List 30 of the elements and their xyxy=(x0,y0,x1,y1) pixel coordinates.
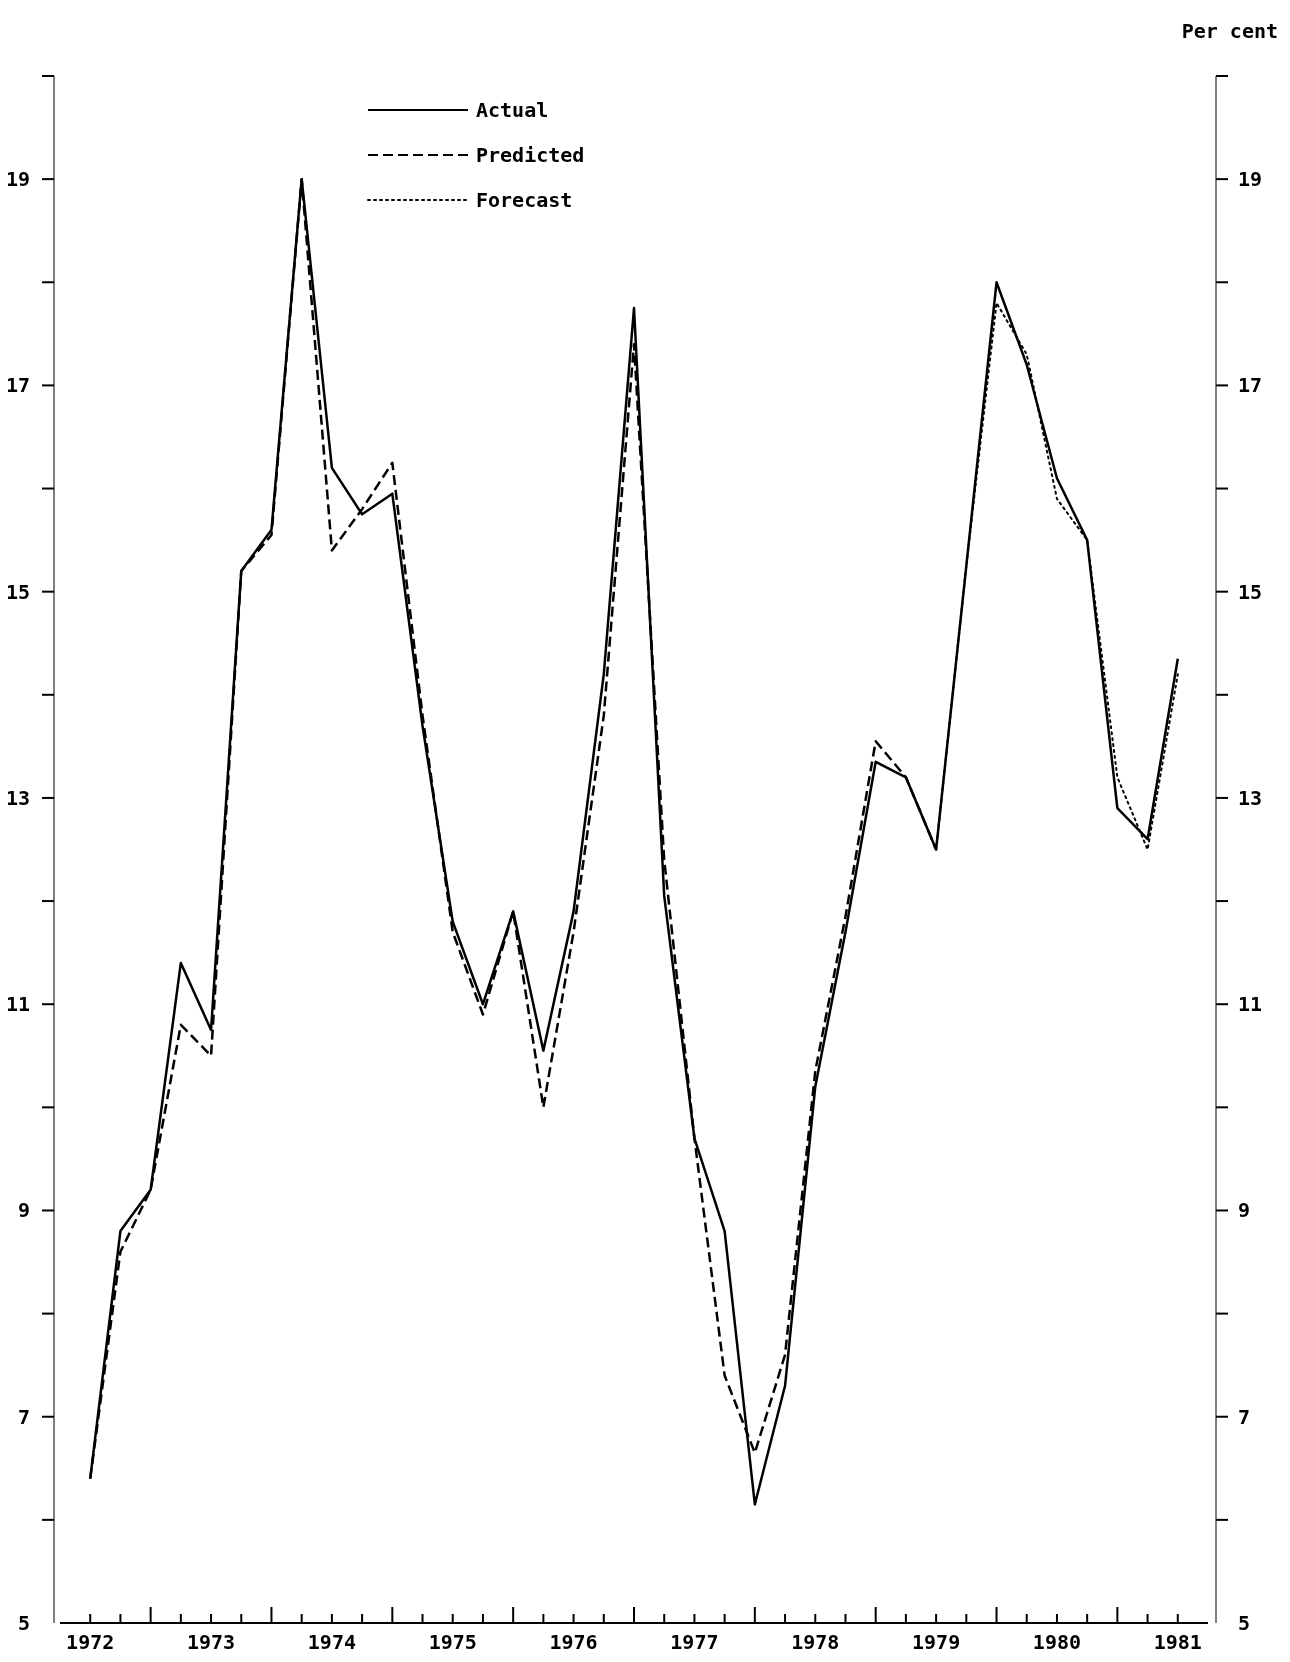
x-tick-label: 1978 xyxy=(791,1630,840,1654)
y2-tick-label: 11 xyxy=(1238,992,1263,1017)
y-tick-label: 7 xyxy=(17,1404,30,1429)
y2-tick-label: 13 xyxy=(1238,785,1263,810)
y2-tick-label: 5 xyxy=(1238,1611,1251,1635)
x-tick-label: 1979 xyxy=(912,1630,961,1654)
y-tick-label: 17 xyxy=(5,373,30,398)
x-tick-label: 1977 xyxy=(670,1630,719,1654)
x-tick-label: 1976 xyxy=(549,1630,598,1654)
x-tick-label: 1981 xyxy=(1153,1630,1202,1654)
y-tick-label: 13 xyxy=(5,785,30,810)
x-tick-label: 1972 xyxy=(66,1630,115,1654)
y2-axis-title: Per cent xyxy=(1181,19,1278,43)
y2-tick-label: 19 xyxy=(1238,167,1263,192)
y-tick-label: 11 xyxy=(5,992,30,1017)
legend-label: Actual xyxy=(476,98,549,122)
legend-label: Predicted xyxy=(476,143,585,167)
y-tick-label: 5 xyxy=(17,1611,30,1635)
legend-label: Forecast xyxy=(476,188,573,212)
x-tick-label: 1980 xyxy=(1032,1630,1082,1654)
y2-tick-label: 15 xyxy=(1238,579,1263,604)
y2-tick-label: 9 xyxy=(1238,1198,1251,1223)
x-tick-label: 1975 xyxy=(428,1630,477,1654)
x-tick-label: 1973 xyxy=(186,1630,236,1654)
y2-tick-label: 17 xyxy=(1238,373,1263,398)
y-tick-label: 9 xyxy=(17,1198,30,1223)
y2-tick-label: 7 xyxy=(1238,1404,1251,1429)
x-tick-label: 1974 xyxy=(307,1630,356,1654)
y-tick-label: 15 xyxy=(5,579,30,604)
y-tick-label: 19 xyxy=(5,167,30,192)
